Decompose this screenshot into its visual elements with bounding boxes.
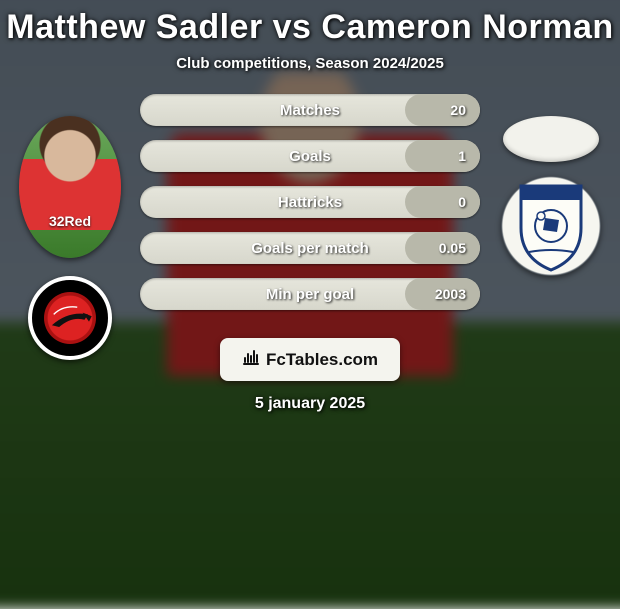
stat-label: Hattricks (278, 194, 342, 211)
chart-icon (242, 348, 260, 371)
stat-value-right: 0.05 (439, 240, 466, 256)
stat-value-right: 1 (458, 148, 466, 164)
brand-text: FcTables.com (266, 350, 378, 370)
brand-badge: FcTables.com (220, 338, 400, 381)
stat-value-right: 0 (458, 194, 466, 210)
stat-pill: Matches 20 (140, 94, 480, 126)
stat-pill-fill-right (405, 140, 480, 172)
stat-value-right: 20 (450, 102, 466, 118)
stat-pill-fill-right (405, 186, 480, 218)
page-title: Matthew Sadler vs Cameron Norman (0, 8, 620, 47)
stat-label: Min per goal (266, 286, 354, 303)
stat-label: Goals per match (251, 240, 369, 257)
stat-pill: Hattricks 0 (140, 186, 480, 218)
content: Matthew Sadler vs Cameron Norman Club co… (0, 0, 620, 580)
stat-pill: Min per goal 2003 (140, 278, 480, 310)
stat-value-right: 2003 (435, 286, 466, 302)
stat-label: Matches (280, 102, 340, 119)
stat-pill-list: Matches 20 Goals 1 Hattricks 0 Goals per match… (140, 94, 480, 310)
stat-pill: Goals 1 (140, 140, 480, 172)
date-line: 5 january 2025 (0, 395, 620, 413)
stat-pill: Goals per match 0.05 (140, 232, 480, 264)
subtitle: Club competitions, Season 2024/2025 (0, 55, 620, 72)
stat-label: Goals (289, 148, 331, 165)
stat-pill-fill-right (405, 94, 480, 126)
